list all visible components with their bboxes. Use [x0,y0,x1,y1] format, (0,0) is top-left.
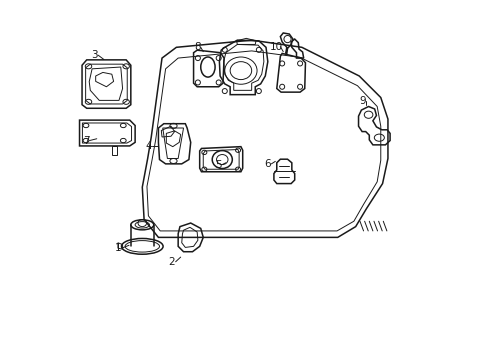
Text: 6: 6 [264,159,270,169]
Text: 1: 1 [115,243,122,253]
Text: 2: 2 [168,257,175,267]
Text: 5: 5 [215,159,222,170]
Text: 8: 8 [193,42,200,52]
Text: 9: 9 [359,96,366,106]
Text: 3: 3 [91,50,98,60]
Text: 7: 7 [82,136,89,145]
Text: 4: 4 [145,141,151,151]
Text: 10: 10 [270,42,283,51]
